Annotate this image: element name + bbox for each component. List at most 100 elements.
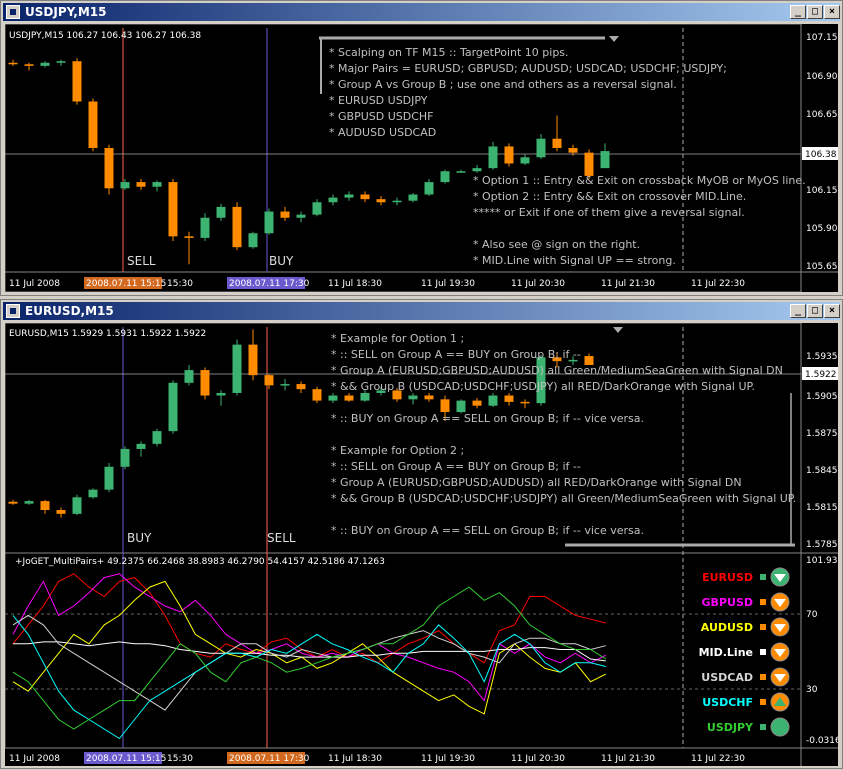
note-line: * GBPUSD USDCHF bbox=[329, 110, 433, 123]
minimize-button[interactable]: _ bbox=[790, 5, 806, 19]
candle-body bbox=[312, 389, 322, 401]
usdjpy-notes: * Scalping on TF M15 :: TargetPoint 10 p… bbox=[329, 46, 806, 267]
buy-marker-label: BUY bbox=[269, 254, 294, 268]
legend-label: GBPUSD bbox=[702, 596, 753, 609]
candle-body bbox=[168, 382, 178, 432]
legend-label: MID.Line bbox=[699, 646, 753, 659]
candle-body bbox=[568, 359, 578, 362]
arrow-down-icon bbox=[774, 599, 786, 607]
legend-swatch bbox=[760, 649, 766, 655]
note-line: * EURUSD USDJPY bbox=[329, 94, 428, 107]
arrow-down-icon bbox=[774, 674, 786, 682]
candle-body bbox=[56, 61, 66, 63]
window-titlebar[interactable]: EURUSD,M15 _ □ × bbox=[3, 302, 840, 320]
signal-icon bbox=[770, 717, 790, 737]
indicator-y-axis: 101.9335 70 30 -0.0316 bbox=[806, 556, 843, 746]
x-highlight bbox=[227, 277, 305, 289]
candle-body bbox=[136, 182, 146, 187]
candle-body bbox=[72, 61, 82, 102]
candle-body bbox=[72, 497, 82, 514]
eurusd-y-axis: 1.5935 1.5905 1.5875 1.5845 1.5815 1.578… bbox=[806, 352, 838, 550]
candle-body bbox=[408, 395, 418, 400]
series-line bbox=[12, 580, 607, 715]
usdjpy-header: USDJPY,M15 106.27 106.43 106.27 106.38 bbox=[9, 31, 201, 41]
close-button[interactable]: × bbox=[824, 5, 840, 19]
candle-body bbox=[520, 401, 530, 404]
candle-body bbox=[56, 510, 66, 514]
indicator-legend: EURUSD GBPUSD AUDUSD MID.Line USDCAD USDCHF US… bbox=[699, 567, 790, 737]
y-tick-label: 101.9335 bbox=[806, 556, 838, 566]
usdjpy-chart-window: USDJPY,M15 _ □ × USDJPY,M15 106.27 106.4… bbox=[0, 0, 843, 296]
note-line: * :: SELL on Group A == BUY on Group B; … bbox=[331, 348, 581, 361]
candle-body bbox=[232, 344, 242, 393]
x-tick-label: 15:30 bbox=[167, 754, 193, 764]
candle-body bbox=[584, 152, 594, 176]
x-highlight bbox=[84, 752, 162, 764]
price-tag bbox=[802, 147, 838, 160]
maximize-button[interactable]: □ bbox=[807, 304, 823, 318]
usdjpy-plot-area[interactable]: USDJPY,M15 106.27 106.43 106.27 106.38 S… bbox=[4, 23, 838, 293]
usdjpy-y-axis: 107.15 106.90 106.65 106.15 105.90 105.6… bbox=[806, 33, 838, 272]
candle-body bbox=[264, 211, 274, 234]
note-line: * Option 2 :: Entry && Exit on crossover… bbox=[473, 190, 746, 203]
eurusd-chart-svg: EURUSD,M15 1.5929 1.5931 1.5922 1.5922 B… bbox=[4, 322, 843, 766]
candle-body bbox=[344, 194, 354, 198]
x-tick-label: 11 Jul 19:30 bbox=[421, 279, 475, 289]
arrow-down-icon bbox=[774, 649, 786, 657]
candle-body bbox=[424, 182, 434, 195]
candle-body bbox=[408, 194, 418, 201]
y-tick-label: 30 bbox=[806, 685, 818, 695]
candle-body bbox=[8, 501, 18, 504]
candle-body bbox=[360, 194, 370, 200]
candle-body bbox=[344, 395, 354, 401]
candle-body bbox=[88, 489, 98, 498]
eurusd-candles bbox=[8, 329, 594, 518]
app-icon bbox=[6, 5, 20, 19]
eurusd-plot-area[interactable]: EURUSD,M15 1.5929 1.5931 1.5922 1.5922 B… bbox=[4, 322, 843, 766]
candle-body bbox=[376, 199, 386, 203]
note-line: * Example for Option 2 ; bbox=[331, 444, 464, 457]
note-line: * Group A (EURUSD;GBPUSD;AUDUSD) all RED… bbox=[331, 476, 742, 489]
candle-body bbox=[552, 138, 562, 148]
candle-body bbox=[168, 182, 178, 237]
candle-body bbox=[264, 375, 274, 386]
candle-body bbox=[152, 431, 162, 444]
indicator-x-axis: 11 Jul 2008 2008.07.11 15:15 15:30 2008.… bbox=[9, 752, 745, 764]
x-tick-label: 2008.07.11 17:30 bbox=[229, 279, 310, 289]
eurusd-chart-window: EURUSD,M15 _ □ × EURUSD,M15 1.5929 1.593… bbox=[0, 299, 843, 769]
note-line: * :: BUY on Group A == SELL on Group B; … bbox=[331, 524, 644, 537]
candle-body bbox=[232, 206, 242, 248]
candle-body bbox=[104, 466, 114, 490]
candle-body bbox=[248, 344, 258, 376]
eurusd-header: EURUSD,M15 1.5929 1.5931 1.5922 1.5922 bbox=[9, 329, 206, 339]
note-line: * Major Pairs = EURUSD; GBPUSD; AUDUSD; … bbox=[329, 62, 727, 75]
legend-label: USDCHF bbox=[702, 696, 753, 709]
y-tick-label: 105.90 bbox=[806, 224, 838, 234]
x-tick-label: 11 Jul 21:30 bbox=[601, 279, 655, 289]
y-tick-label: 1.5785 bbox=[806, 540, 838, 550]
candle-body bbox=[456, 400, 466, 413]
maximize-button[interactable]: □ bbox=[807, 5, 823, 19]
sell-marker-label: SELL bbox=[127, 254, 156, 268]
candle-body bbox=[152, 182, 162, 187]
close-button[interactable]: × bbox=[824, 304, 840, 318]
note-line: * Also see @ sign on the right. bbox=[473, 238, 640, 251]
candle-body bbox=[424, 395, 434, 400]
usdjpy-x-axis: 11 Jul 2008 2008.07.11 15:15 15:30 2008.… bbox=[9, 277, 745, 289]
x-highlight bbox=[227, 752, 305, 764]
arrow-up-icon bbox=[774, 697, 786, 706]
window-title: EURUSD,M15 bbox=[25, 304, 114, 318]
x-tick-label: 11 Jul 18:30 bbox=[328, 279, 382, 289]
minimize-button[interactable]: _ bbox=[790, 304, 806, 318]
note-line: * :: BUY on Group A == SELL on Group B; … bbox=[331, 412, 644, 425]
candle-body bbox=[136, 443, 146, 449]
candle-body bbox=[296, 214, 306, 218]
series-line bbox=[13, 641, 606, 662]
window-titlebar[interactable]: USDJPY,M15 _ □ × bbox=[3, 3, 840, 21]
legend-swatch bbox=[760, 674, 766, 680]
candle-body bbox=[184, 370, 194, 383]
x-tick-label: 11 Jul 2008 bbox=[9, 754, 60, 764]
candle-body bbox=[184, 236, 194, 238]
series-line bbox=[12, 615, 606, 740]
candle-body bbox=[200, 217, 210, 238]
